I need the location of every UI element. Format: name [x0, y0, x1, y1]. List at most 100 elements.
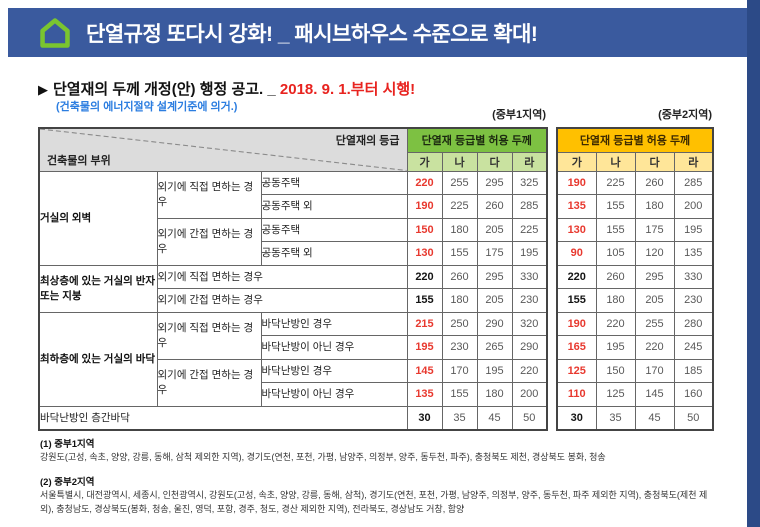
- row-label-cond: 외기에 직접 면하는 경우: [156, 170, 262, 219]
- thickness-value: 190: [556, 170, 597, 195]
- thickness-value: 280: [673, 311, 714, 336]
- row-label-cond: 외기에 간접 면하는 경우: [156, 358, 262, 407]
- thickness-value: 260: [476, 194, 513, 219]
- thickness-value: 110: [556, 382, 597, 407]
- row-label-sub: 바닥난방인 경우: [260, 358, 408, 383]
- thickness-value: 195: [673, 217, 714, 242]
- thickness-value: 190: [406, 194, 443, 219]
- corner-bottom-label: 건축물의 부위: [47, 154, 111, 167]
- thickness-value: 230: [511, 288, 548, 313]
- footnote-region2: (2) 중부2지역 서울특별시, 대전광역시, 세종시, 인천광역시, 강원도(…: [40, 474, 718, 517]
- thickness-value: 285: [511, 194, 548, 219]
- thickness-value: 180: [441, 217, 478, 242]
- insulation-table-body: 거실의 외벽 외기에 직접 면하는 경우 공동주택 220 255 295 325 공동주택 …: [38, 170, 548, 430]
- insulation-table-region1: 단열재의 등급 건축물의 부위 단열재 등급별 허용 두께 가 나 다 라 거실…: [38, 127, 548, 431]
- thickness-value: 195: [476, 358, 513, 383]
- grade-col-na: 나: [595, 151, 636, 172]
- thickness-value: 295: [476, 264, 513, 289]
- grade-col-da: 다: [476, 151, 513, 172]
- thickness-value: 155: [441, 382, 478, 407]
- thickness-value: 230: [673, 288, 714, 313]
- grade-col-ra: 라: [511, 151, 548, 172]
- row-label-cond: 외기에 직접 면하는 경우: [156, 311, 262, 360]
- header-band: 단열규정 또다시 강화! _ 패시브하우스 수준으로 확대!: [8, 8, 747, 57]
- table-header-row: 단열재의 등급 건축물의 부위 단열재 등급별 허용 두께: [38, 127, 548, 172]
- thickness-value: 50: [673, 405, 714, 430]
- table-row: 최하층에 있는 거실의 바닥 외기에 직접 면하는 경우 바닥난방인 경우 215 25…: [38, 311, 548, 407]
- thickness-value: 220: [556, 264, 597, 289]
- corner-cell: 단열재의 등급 건축물의 부위: [38, 127, 408, 172]
- row-label-cond: 외기에 간접 면하는 경우: [156, 288, 408, 313]
- row-label-sub: 바닥난방인 경우: [260, 311, 408, 336]
- thickness-value: 225: [441, 194, 478, 219]
- thickness-value: 155: [595, 217, 636, 242]
- row-label-sub: 공동주택 외: [260, 194, 408, 219]
- thickness-value: 220: [634, 335, 675, 360]
- thickness-value: 245: [673, 335, 714, 360]
- thickness-value: 205: [476, 217, 513, 242]
- table-row: 190 225 260 285: [556, 170, 714, 195]
- thickness-value: 220: [406, 264, 443, 289]
- thickness-value: 215: [406, 311, 443, 336]
- thickness-value: 170: [634, 358, 675, 383]
- thickness-value: 155: [595, 194, 636, 219]
- thickness-value: 35: [595, 405, 636, 430]
- footnote-text: 서울특별시, 대전광역시, 세종시, 인천광역시, 강원도(고성, 속초, 양양…: [40, 489, 708, 514]
- thickness-value: 155: [441, 241, 478, 266]
- thickness-value: 230: [441, 335, 478, 360]
- thickness-value: 260: [441, 264, 478, 289]
- thickness-value: 200: [511, 382, 548, 407]
- thickness-value: 170: [441, 358, 478, 383]
- thickness-value: 255: [441, 170, 478, 195]
- row-label-sub: 공동주택: [260, 170, 408, 195]
- thickness-value: 330: [511, 264, 548, 289]
- table-row: 바닥난방이 아닌 경우 195 230 265 290: [39, 335, 548, 360]
- right-edge-strip: [747, 0, 760, 527]
- thickness-value: 35: [441, 405, 478, 430]
- table-row: 30 35 45 50: [556, 405, 714, 430]
- thickness-value: 135: [556, 194, 597, 219]
- row-label-part: 최상층에 있는 거실의 반자 또는 지붕: [38, 264, 158, 313]
- grade-col-na: 나: [441, 151, 478, 172]
- grade-col-ga: 가: [406, 151, 443, 172]
- thickness-value: 290: [476, 311, 513, 336]
- table-row: 외기에 간접 면하는 경우 공동주택 150 180 205 225: [39, 217, 548, 266]
- thickness-value: 290: [511, 335, 548, 360]
- thickness-value: 220: [406, 170, 443, 195]
- grade-header-row: 가 나 다 라: [556, 151, 714, 172]
- footnote-label: (2) 중부2지역: [40, 476, 95, 488]
- thickness-value: 220: [511, 358, 548, 383]
- region2-table-body: 190 225 260 285 135 155 180 200 130 155 175 195 90 10…: [556, 170, 714, 430]
- thickness-value: 135: [406, 382, 443, 407]
- thickness-value: 180: [634, 194, 675, 219]
- thickness-value: 260: [634, 170, 675, 195]
- thickness-value: 160: [673, 382, 714, 407]
- thickness-value: 155: [406, 288, 443, 313]
- thickness-value: 285: [673, 170, 714, 195]
- row-label-part: 바닥난방인 층간바닥: [38, 405, 408, 430]
- thickness-value: 180: [441, 288, 478, 313]
- row-label-part: 최하층에 있는 거실의 바닥: [38, 311, 158, 407]
- table-row: 190 220 255 280: [556, 311, 714, 336]
- footnotes: (1) 중부1지역 강원도(고성, 속초, 양양, 강릉, 동해, 삼척 제외한…: [40, 436, 718, 517]
- table-row: 220 260 295 330: [556, 264, 714, 289]
- notice-title-text: 단열재의 두께 개정(안) 행정 공고. _: [53, 81, 280, 98]
- thickness-value: 130: [406, 241, 443, 266]
- region1-group-header: 단열재 등급별 허용 두께: [406, 127, 548, 153]
- thickness-value: 105: [595, 241, 636, 266]
- grade-col-ra: 라: [673, 151, 714, 172]
- thickness-value: 30: [556, 405, 597, 430]
- thickness-value: 330: [673, 264, 714, 289]
- thickness-value: 195: [595, 335, 636, 360]
- table-row: 130 155 175 195: [556, 217, 714, 242]
- thickness-value: 145: [406, 358, 443, 383]
- thickness-value: 165: [556, 335, 597, 360]
- notice-basis: (건축물의 에너지절약 설계기준에 의거.): [56, 101, 238, 113]
- grade-header-row: 가 나 다 라: [39, 151, 548, 172]
- table-header-row: 단열재 등급별 허용 두께: [556, 127, 714, 153]
- table-row: 공동주택 외 190 225 260 285: [39, 194, 548, 219]
- table-row: 최상층에 있는 거실의 반자 또는 지붕 외기에 직접 면하는 경우 220 260 2…: [38, 264, 548, 313]
- thickness-value: 45: [634, 405, 675, 430]
- footnote-label: (1) 중부1지역: [40, 439, 95, 450]
